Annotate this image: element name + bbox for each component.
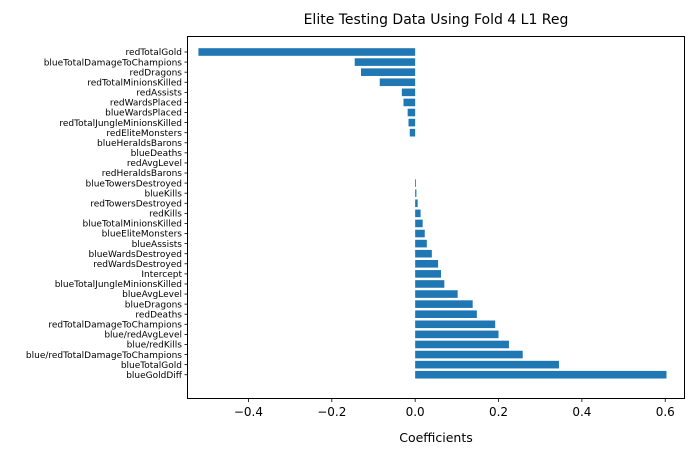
x-ticks: −0.4 −0.2 0.0 0.2 0.4 0.6 [234, 398, 675, 419]
category-label: redWardsDestroyed [93, 260, 182, 270]
bar-bluetotalgold [415, 360, 559, 369]
category-label: blue/redAvgLevel [104, 331, 182, 341]
category-label: redTotalDamageToChampions [48, 321, 182, 331]
x-tick-label: 0.4 [572, 405, 591, 419]
category-label: redEliteMonsters [106, 129, 182, 139]
bar-blue-redtotaldamagetochampions [415, 350, 523, 359]
bar-bluetowersdestroyed [415, 179, 416, 187]
category-label: redWardsPlaced [110, 99, 182, 109]
category-label: blueWardsPlaced [105, 109, 182, 119]
category-label: blueHeraldsBarons [97, 139, 182, 149]
x-tick-label: −0.2 [317, 405, 346, 419]
bar-bluedragons [415, 300, 473, 308]
category-label: redTotalMinionsKilled [87, 78, 182, 88]
x-tick-label: −0.4 [234, 405, 263, 419]
category-label: redTowersDestroyed [90, 199, 182, 209]
bar-intercept [415, 270, 441, 278]
category-labels: redTotalGoldblueTotalDamageToChampionsre… [26, 48, 188, 381]
bar-bluewardsplaced [407, 108, 416, 117]
bar-redtowersdestroyed [415, 199, 418, 208]
bar-redwardsdestroyed [415, 259, 439, 268]
bar-blueavglevel [415, 290, 458, 298]
category-label: blueTotalJungleMinionsKilled [55, 280, 182, 290]
category-label: Intercept [141, 270, 182, 280]
category-label: redDeaths [135, 310, 182, 320]
bar-bluetotalminionskilled [415, 219, 423, 228]
bar-redtotalgold [198, 48, 416, 56]
category-label: blueGoldDiff [126, 371, 183, 381]
bar-redassists [401, 88, 416, 97]
bar-bluegolddiff [415, 370, 667, 379]
category-label: blue/redKills [127, 341, 183, 351]
category-label: blueAssists [132, 240, 183, 250]
category-label: blueTotalMinionsKilled [83, 220, 183, 230]
category-label: redAssists [136, 89, 182, 99]
category-label: redAvgLevel [127, 159, 182, 169]
category-label: blueTowersDestroyed [86, 179, 183, 189]
category-label: blueAvgLevel [122, 290, 182, 300]
x-tick-label: 0.0 [406, 405, 425, 419]
bar-blue-redavglevel [415, 330, 499, 339]
category-label: blueKills [144, 189, 182, 199]
bar-bluewardsdestroyed [415, 249, 432, 258]
bar-bluetotaldamagetochampions [354, 58, 416, 66]
category-label: blueEliteMonsters [102, 230, 183, 240]
bar-redwardsplaced [403, 98, 416, 107]
category-label: redTotalJungleMinionsKilled [59, 119, 182, 129]
bar-redelitemonsters [409, 128, 416, 137]
category-label: blue/redTotalDamageToChampions [26, 351, 182, 361]
category-label: redTotalGold [126, 48, 182, 58]
bar-redkills [415, 209, 421, 218]
bar-redtotalminionskilled [379, 78, 416, 87]
bar-bluekills [415, 189, 417, 197]
bar-reddragons [360, 68, 416, 76]
plot-frame [187, 36, 685, 399]
bar-redtotaljungleminionskilled [408, 118, 416, 127]
bar-blueassists [415, 239, 427, 248]
category-label: blueWardsDestroyed [88, 250, 182, 260]
x-axis-title: Coefficients [399, 430, 473, 445]
chart-title: Elite Testing Data Using Fold 4 L1 Reg [304, 12, 569, 28]
category-label: blueDragons [125, 300, 183, 310]
bar-reddeaths [415, 310, 477, 319]
category-label: redHeraldsBarons [102, 169, 183, 179]
bar-blue-redkills [415, 340, 509, 349]
category-label: blueTotalDamageToChampions [44, 58, 183, 68]
category-label: redKills [149, 210, 182, 220]
bar-bluetotaljungleminionskilled [415, 280, 445, 288]
category-label: redDragons [129, 68, 182, 78]
bar-redtotaldamagetochampions [415, 320, 496, 329]
bar-blueelitemonsters [415, 229, 425, 238]
category-label: blueDeaths [131, 149, 183, 159]
x-tick-label: 0.2 [489, 405, 508, 419]
bars-group [198, 48, 667, 379]
x-tick-label: 0.6 [656, 405, 675, 419]
category-label: blueTotalGold [121, 361, 182, 371]
